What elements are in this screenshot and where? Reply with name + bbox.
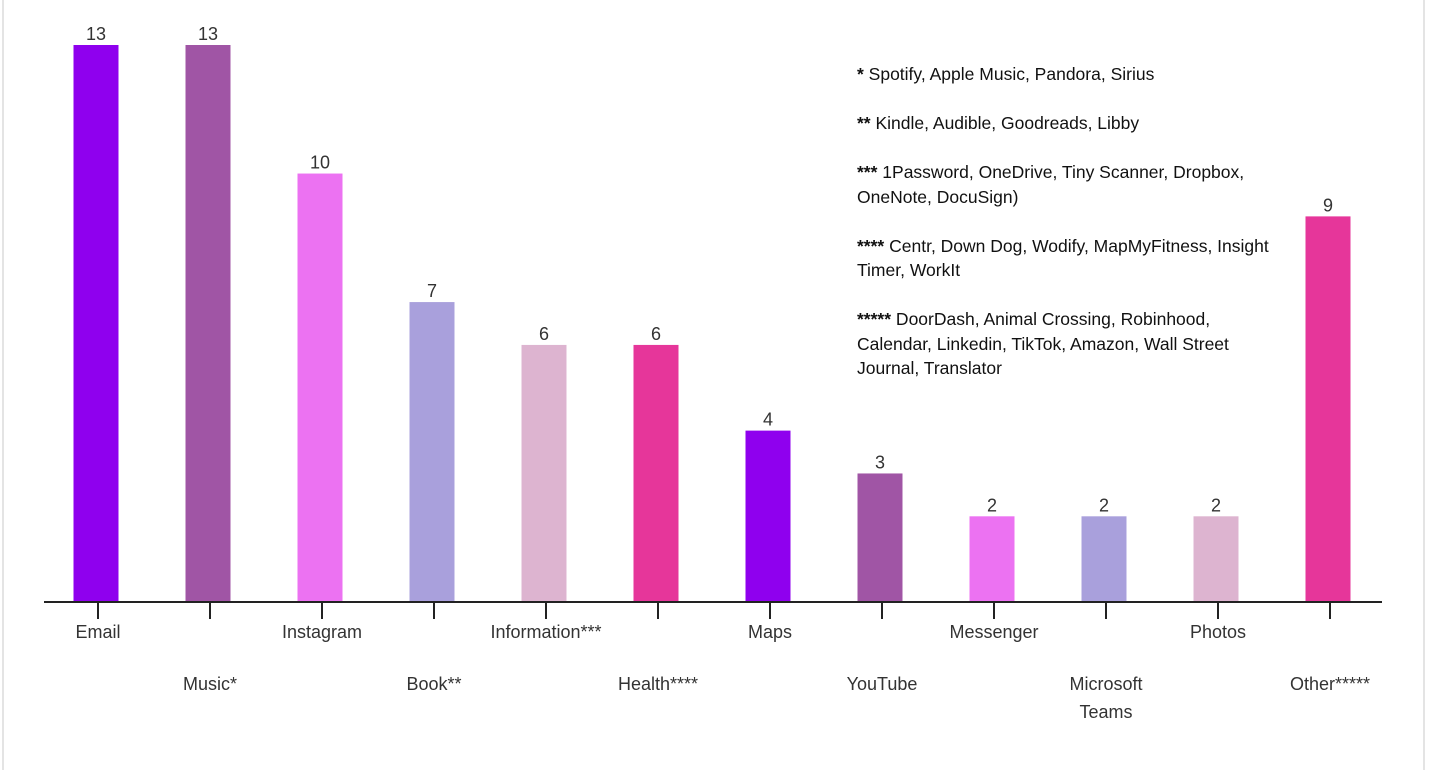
bar <box>1081 516 1127 602</box>
data-label: 2 <box>1211 495 1221 515</box>
x-tick-label: Instagram <box>282 622 362 642</box>
bar <box>857 473 903 602</box>
data-label: 7 <box>427 281 437 301</box>
data-label: 10 <box>310 153 330 173</box>
footnote-text: Kindle, Audible, Goodreads, Libby <box>870 113 1140 133</box>
footnote-text: 1Password, OneDrive, Tiny Scanner, Dropb… <box>857 162 1245 207</box>
footnote: * Spotify, Apple Music, Pandora, Sirius <box>857 62 1277 87</box>
bar <box>1193 516 1239 602</box>
footnote: ** Kindle, Audible, Goodreads, Libby <box>857 111 1277 136</box>
x-tick-label: Music* <box>183 674 237 694</box>
bar <box>409 302 455 602</box>
x-tick-label: Health**** <box>618 674 698 694</box>
x-tick-label: Microsoft Teams <box>1069 674 1142 722</box>
x-tick-label: Information*** <box>490 622 601 642</box>
bar <box>1305 216 1351 602</box>
data-label: 6 <box>539 324 549 344</box>
x-tick-label: Photos <box>1190 622 1246 642</box>
footnotes: * Spotify, Apple Music, Pandora, Sirius … <box>857 62 1277 405</box>
x-tick-label: Book** <box>406 674 461 694</box>
x-tick-label: Email <box>75 622 120 642</box>
data-label: 13 <box>198 24 218 44</box>
bar <box>633 344 679 602</box>
footnote-marker: *** <box>857 162 878 182</box>
footnote-text: DoorDash, Animal Crossing, Robinhood, Ca… <box>857 309 1229 378</box>
bar <box>521 344 567 602</box>
footnote-text: Spotify, Apple Music, Pandora, Sirius <box>863 64 1155 84</box>
x-tick-label: Other***** <box>1290 674 1370 694</box>
bar <box>185 45 231 602</box>
footnote: **** Centr, Down Dog, Wodify, MapMyFitne… <box>857 234 1277 283</box>
footnote-marker: * <box>857 64 864 84</box>
data-label: 4 <box>763 410 773 430</box>
footnote: ***** DoorDash, Animal Crossing, Robinho… <box>857 307 1277 381</box>
bar <box>745 430 791 602</box>
footnote-marker: ** <box>857 113 871 133</box>
bar <box>969 516 1015 602</box>
footnote-marker: ***** <box>857 309 892 329</box>
data-label: 9 <box>1323 195 1333 215</box>
data-label: 2 <box>1099 495 1109 515</box>
footnote-marker: **** <box>857 235 885 256</box>
x-tick-label: Messenger <box>949 622 1038 642</box>
bar <box>73 45 119 602</box>
footnote-text: Centr, Down Dog, Wodify, MapMyFitness, I… <box>857 235 1269 281</box>
footnote: *** 1Password, OneDrive, Tiny Scanner, D… <box>857 160 1277 209</box>
data-label: 6 <box>651 324 661 344</box>
bar <box>297 173 343 603</box>
data-label: 13 <box>86 24 106 44</box>
x-tick-label: YouTube <box>847 674 918 694</box>
data-label: 3 <box>875 452 885 472</box>
data-label: 2 <box>987 495 997 515</box>
x-tick-label: Maps <box>748 622 792 642</box>
